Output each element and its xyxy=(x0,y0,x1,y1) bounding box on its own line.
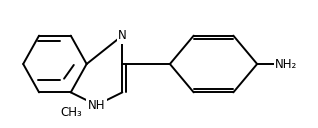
Text: CH₃: CH₃ xyxy=(60,106,82,119)
Text: NH: NH xyxy=(88,99,105,112)
Text: NH₂: NH₂ xyxy=(275,57,297,71)
Text: N: N xyxy=(118,29,127,42)
